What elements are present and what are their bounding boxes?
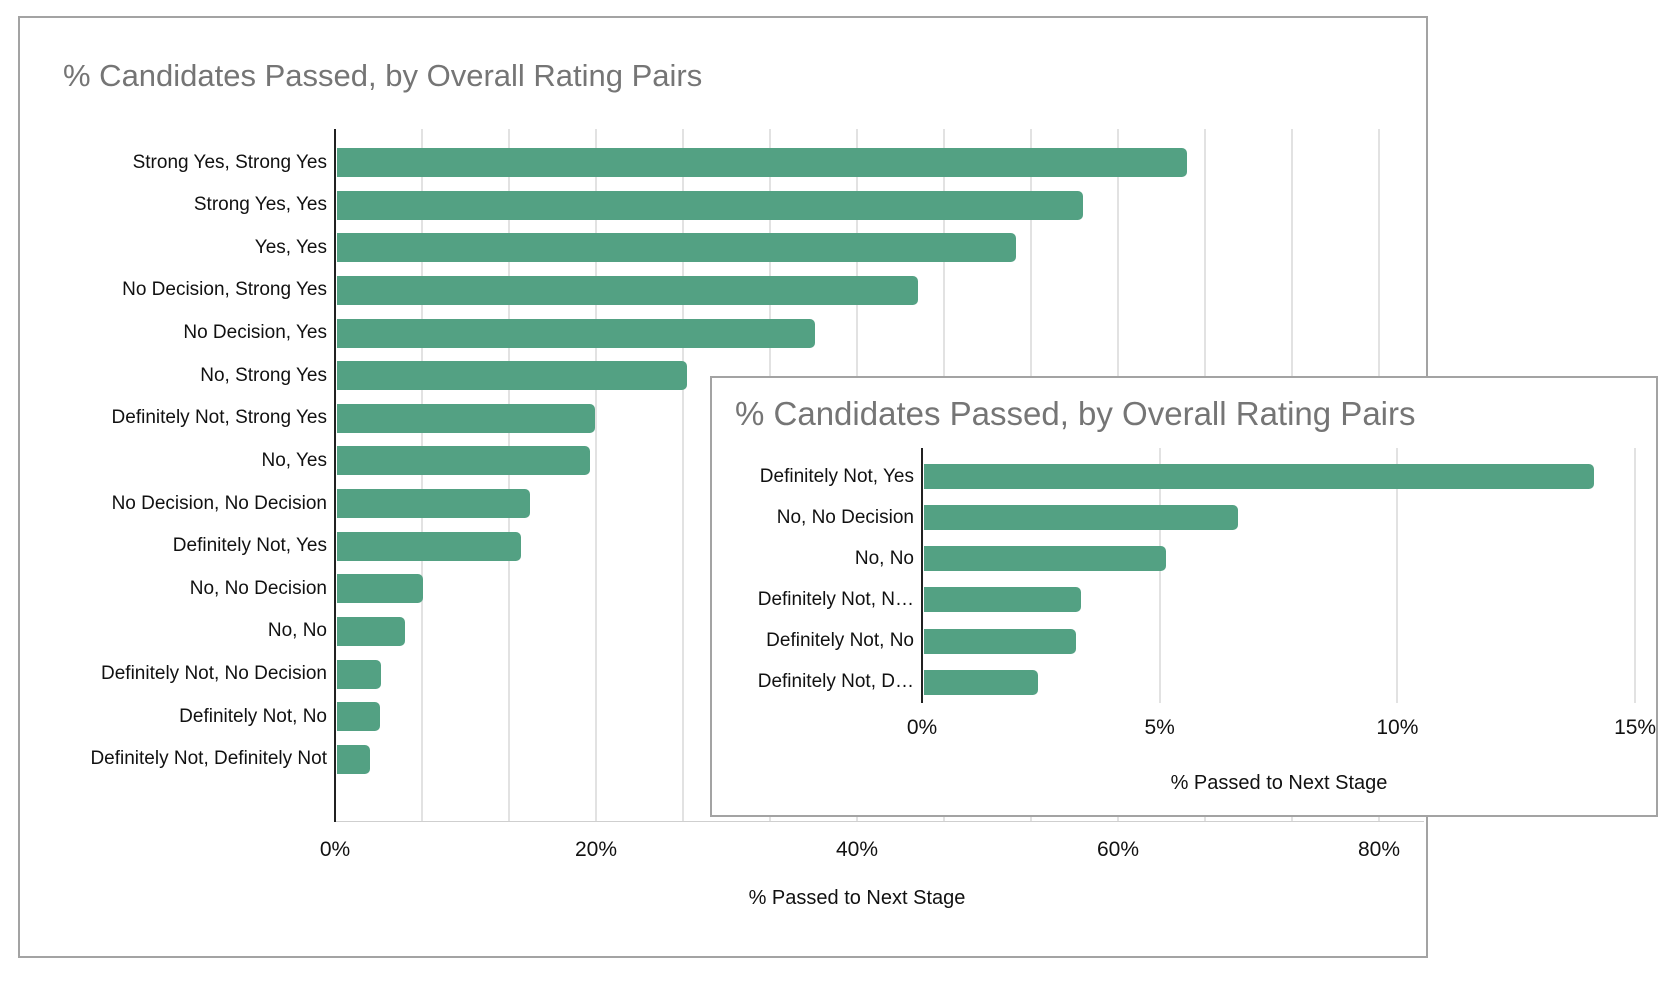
bar-14[interactable]: [337, 702, 381, 732]
x-tick-label: 0%: [906, 716, 938, 739]
category-label: Definitely Not, No Decision: [101, 663, 327, 685]
gridline: [421, 129, 423, 822]
x-axis-baseline: [335, 821, 1424, 822]
category-label: Strong Yes, Yes: [193, 194, 327, 216]
inset-chart-card: % Candidates Passed, by Overall Rating P…: [710, 376, 1658, 817]
category-label: No, Strong Yes: [200, 364, 327, 386]
bar-2[interactable]: [924, 505, 1238, 531]
x-tick-label: 5%: [1144, 716, 1175, 739]
bar-3[interactable]: [337, 233, 1016, 263]
y-axis-line: [921, 448, 923, 703]
category-label: No, No: [267, 620, 327, 642]
category-label: Yes, Yes: [254, 236, 327, 258]
category-label: Definitely Not, D…: [757, 671, 914, 693]
gridline: [1396, 448, 1399, 703]
gridline: [595, 129, 597, 822]
category-label: Definitely Not, No: [766, 630, 914, 651]
category-label: Definitely Not, No: [179, 705, 327, 727]
category-label: No Decision, Yes: [183, 322, 327, 344]
x-tick-label: 80%: [1357, 838, 1401, 861]
x-tick-label: 15%: [1614, 716, 1657, 739]
category-label: Definitely Not, Definitely Not: [90, 748, 327, 770]
gridline: [682, 129, 684, 822]
inset-chart-plot: Definitely Not, Yes No, No Decision No, No…: [712, 378, 1656, 815]
category-label: Strong Yes, Strong Yes: [132, 151, 327, 173]
category-label: Definitely Not, Yes: [172, 535, 327, 557]
inset-chart-title: % Candidates Passed, by Overall Rating P…: [735, 395, 1416, 432]
category-label: No Decision, No Decision: [111, 492, 327, 514]
bar-7[interactable]: [337, 403, 596, 433]
bar-6[interactable]: [337, 361, 687, 391]
x-tick-label: 60%: [1096, 838, 1140, 861]
bar-5[interactable]: [337, 318, 815, 348]
bar-9[interactable]: [337, 489, 531, 519]
bar-5[interactable]: [924, 628, 1077, 654]
bar-2[interactable]: [337, 190, 1084, 220]
x-tick-label: 20%: [574, 838, 618, 861]
main-x-axis-title: % Passed to Next Stage: [748, 887, 966, 909]
category-label: No, No: [854, 547, 914, 569]
x-tick-label: 0%: [319, 838, 351, 861]
category-label: No Decision, Strong Yes: [122, 279, 327, 301]
category-label: Definitely Not, Yes: [759, 465, 914, 487]
category-label: Definitely Not, N…: [757, 588, 914, 610]
bar-15[interactable]: [337, 744, 370, 774]
bar-1[interactable]: [924, 464, 1595, 490]
category-label: No, No Decision: [776, 506, 914, 528]
bar-1[interactable]: [337, 148, 1187, 177]
bar-6[interactable]: [924, 669, 1039, 695]
x-tick-label: 10%: [1376, 716, 1419, 739]
bar-4[interactable]: [337, 275, 918, 305]
bar-3[interactable]: [924, 546, 1167, 572]
bar-10[interactable]: [337, 531, 521, 561]
bar-8[interactable]: [337, 446, 591, 476]
gridline: [1634, 448, 1637, 703]
inset-x-axis-title: % Passed to Next Stage: [1170, 772, 1388, 794]
main-chart-title: % Candidates Passed, by Overall Rating P…: [63, 58, 703, 93]
bar-4[interactable]: [924, 587, 1081, 613]
bar-11[interactable]: [337, 574, 424, 604]
category-label: Definitely Not, Strong Yes: [111, 407, 327, 429]
bar-13[interactable]: [337, 659, 382, 689]
y-axis-line: [334, 129, 336, 822]
gridline: [508, 129, 510, 822]
bar-12[interactable]: [337, 616, 405, 646]
x-tick-label: 40%: [835, 838, 879, 861]
gridline: [1158, 448, 1161, 703]
category-label: No, No Decision: [189, 577, 327, 599]
category-label: No, Yes: [261, 449, 328, 471]
